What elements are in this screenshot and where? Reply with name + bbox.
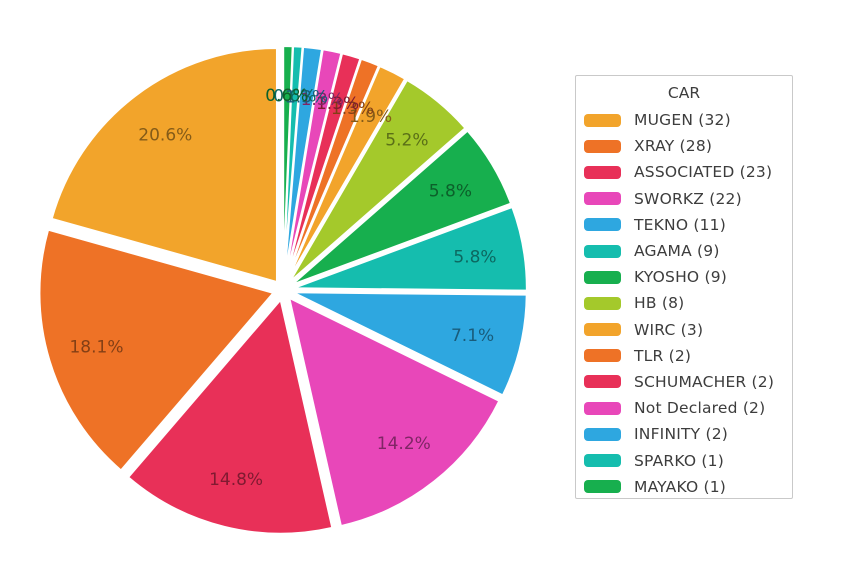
legend-title: CAR (667, 84, 701, 102)
pie-slice-hb (288, 79, 467, 284)
legend-item-sparko: SPARKO (1) (576, 447, 792, 473)
legend-item-associated: ASSOCIATED (23) (576, 159, 792, 185)
legend-item-label: KYOSHO (9) (634, 268, 728, 287)
legend-item-label: AGAMA (9) (634, 242, 720, 261)
legend-swatch-wirc (584, 323, 621, 337)
legend-item-label: XRAY (28) (634, 137, 713, 156)
legend-item-label: SWORKZ (22) (634, 189, 742, 208)
pct-label-agama: 5.8% (453, 248, 496, 268)
legend-swatch-sparko (584, 454, 621, 468)
legend-swatch-sworkz (584, 192, 621, 206)
pct-label-infinity: 1.3% (285, 88, 328, 108)
legend-swatch-xray (584, 139, 621, 153)
pct-label-not-declared: 1.3% (301, 90, 344, 110)
legend-item-kyosho: KYOSHO (9) (576, 264, 792, 290)
legend-item-tekno: TEKNO (11) (576, 212, 792, 238)
pie-slice-agama (291, 206, 528, 292)
legend-item-label: WIRC (3) (634, 320, 704, 339)
legend-item-agama: AGAMA (9) (576, 238, 792, 264)
pct-label-tekno: 7.1% (451, 326, 494, 346)
legend-item-label: SPARKO (1) (634, 451, 724, 470)
pct-label-sparko: 0.6% (273, 87, 316, 107)
legend-item-infinity: INFINITY (2) (576, 421, 792, 447)
pct-label-sworkz: 14.2% (377, 434, 431, 454)
legend-swatch-hb (584, 296, 621, 310)
pct-label-schumacher: 1.3% (316, 94, 359, 114)
legend-item-mugen: MUGEN (32) (576, 107, 792, 133)
legend-swatch-associated (584, 165, 621, 179)
pct-label-associated: 14.8% (209, 470, 263, 490)
legend-item-label: Not Declared (2) (634, 399, 766, 418)
legend-swatch-tlr (584, 349, 621, 363)
legend-swatch-schumacher (584, 375, 621, 389)
legend-item-label: INFINITY (2) (634, 425, 729, 444)
pie-slice-xray (38, 228, 275, 472)
legend-item-wirc: WIRC (3) (576, 317, 792, 343)
legend-swatch-not-declared (584, 401, 621, 415)
pct-label-wirc: 1.9% (349, 107, 392, 127)
legend-item-xray: XRAY (28) (576, 133, 792, 159)
legend-item-schumacher: SCHUMACHER (2) (576, 369, 792, 395)
legend-item-hb: HB (8) (576, 290, 792, 316)
pct-label-kyosho: 5.8% (429, 181, 472, 201)
pct-label-tlr: 1.3% (331, 99, 374, 119)
pie-slice-mugen (50, 47, 278, 284)
legend-swatch-mugen (584, 113, 621, 127)
legend-item-mayako: MAYAKO (1) (576, 474, 792, 500)
pie-slice-sworkz (288, 296, 501, 528)
legend-items: MUGEN (32) XRAY (28) ASSOCIATED (23) SWORKZ… (576, 107, 792, 500)
pie-slice-kyosho (290, 129, 513, 286)
legend-item-not-declared: Not Declared (2) (576, 395, 792, 421)
pie-slice-tekno (291, 291, 528, 397)
pct-label-hb: 5.2% (385, 131, 428, 151)
legend-swatch-infinity (584, 427, 621, 441)
legend-item-label: SCHUMACHER (2) (634, 372, 775, 391)
legend-item-tlr: TLR (2) (576, 343, 792, 369)
legend: CAR MUGEN (32) XRAY (28) ASSOCIATED (23) SW… (575, 75, 793, 499)
legend-item-label: TLR (2) (634, 346, 692, 365)
legend-item-label: ASSOCIATED (23) (634, 163, 773, 182)
pct-label-xray: 18.1% (69, 337, 123, 357)
legend-item-label: MUGEN (32) (634, 111, 731, 130)
legend-item-label: TEKNO (11) (634, 215, 726, 234)
legend-item-label: MAYAKO (1) (634, 477, 727, 496)
pct-label-mugen: 20.6% (138, 126, 192, 146)
pie-slice-wirc (286, 65, 407, 283)
pie-slice-mayako (282, 44, 294, 281)
legend-swatch-agama (584, 244, 621, 258)
legend-item-sworkz: SWORKZ (22) (576, 186, 792, 212)
legend-swatch-mayako (584, 480, 621, 494)
pct-label-mayako: 0.6% (265, 86, 308, 106)
legend-item-label: HB (8) (634, 294, 685, 313)
legend-swatch-tekno (584, 218, 621, 232)
pie-slice-associated (127, 298, 334, 535)
legend-swatch-kyosho (584, 270, 621, 284)
